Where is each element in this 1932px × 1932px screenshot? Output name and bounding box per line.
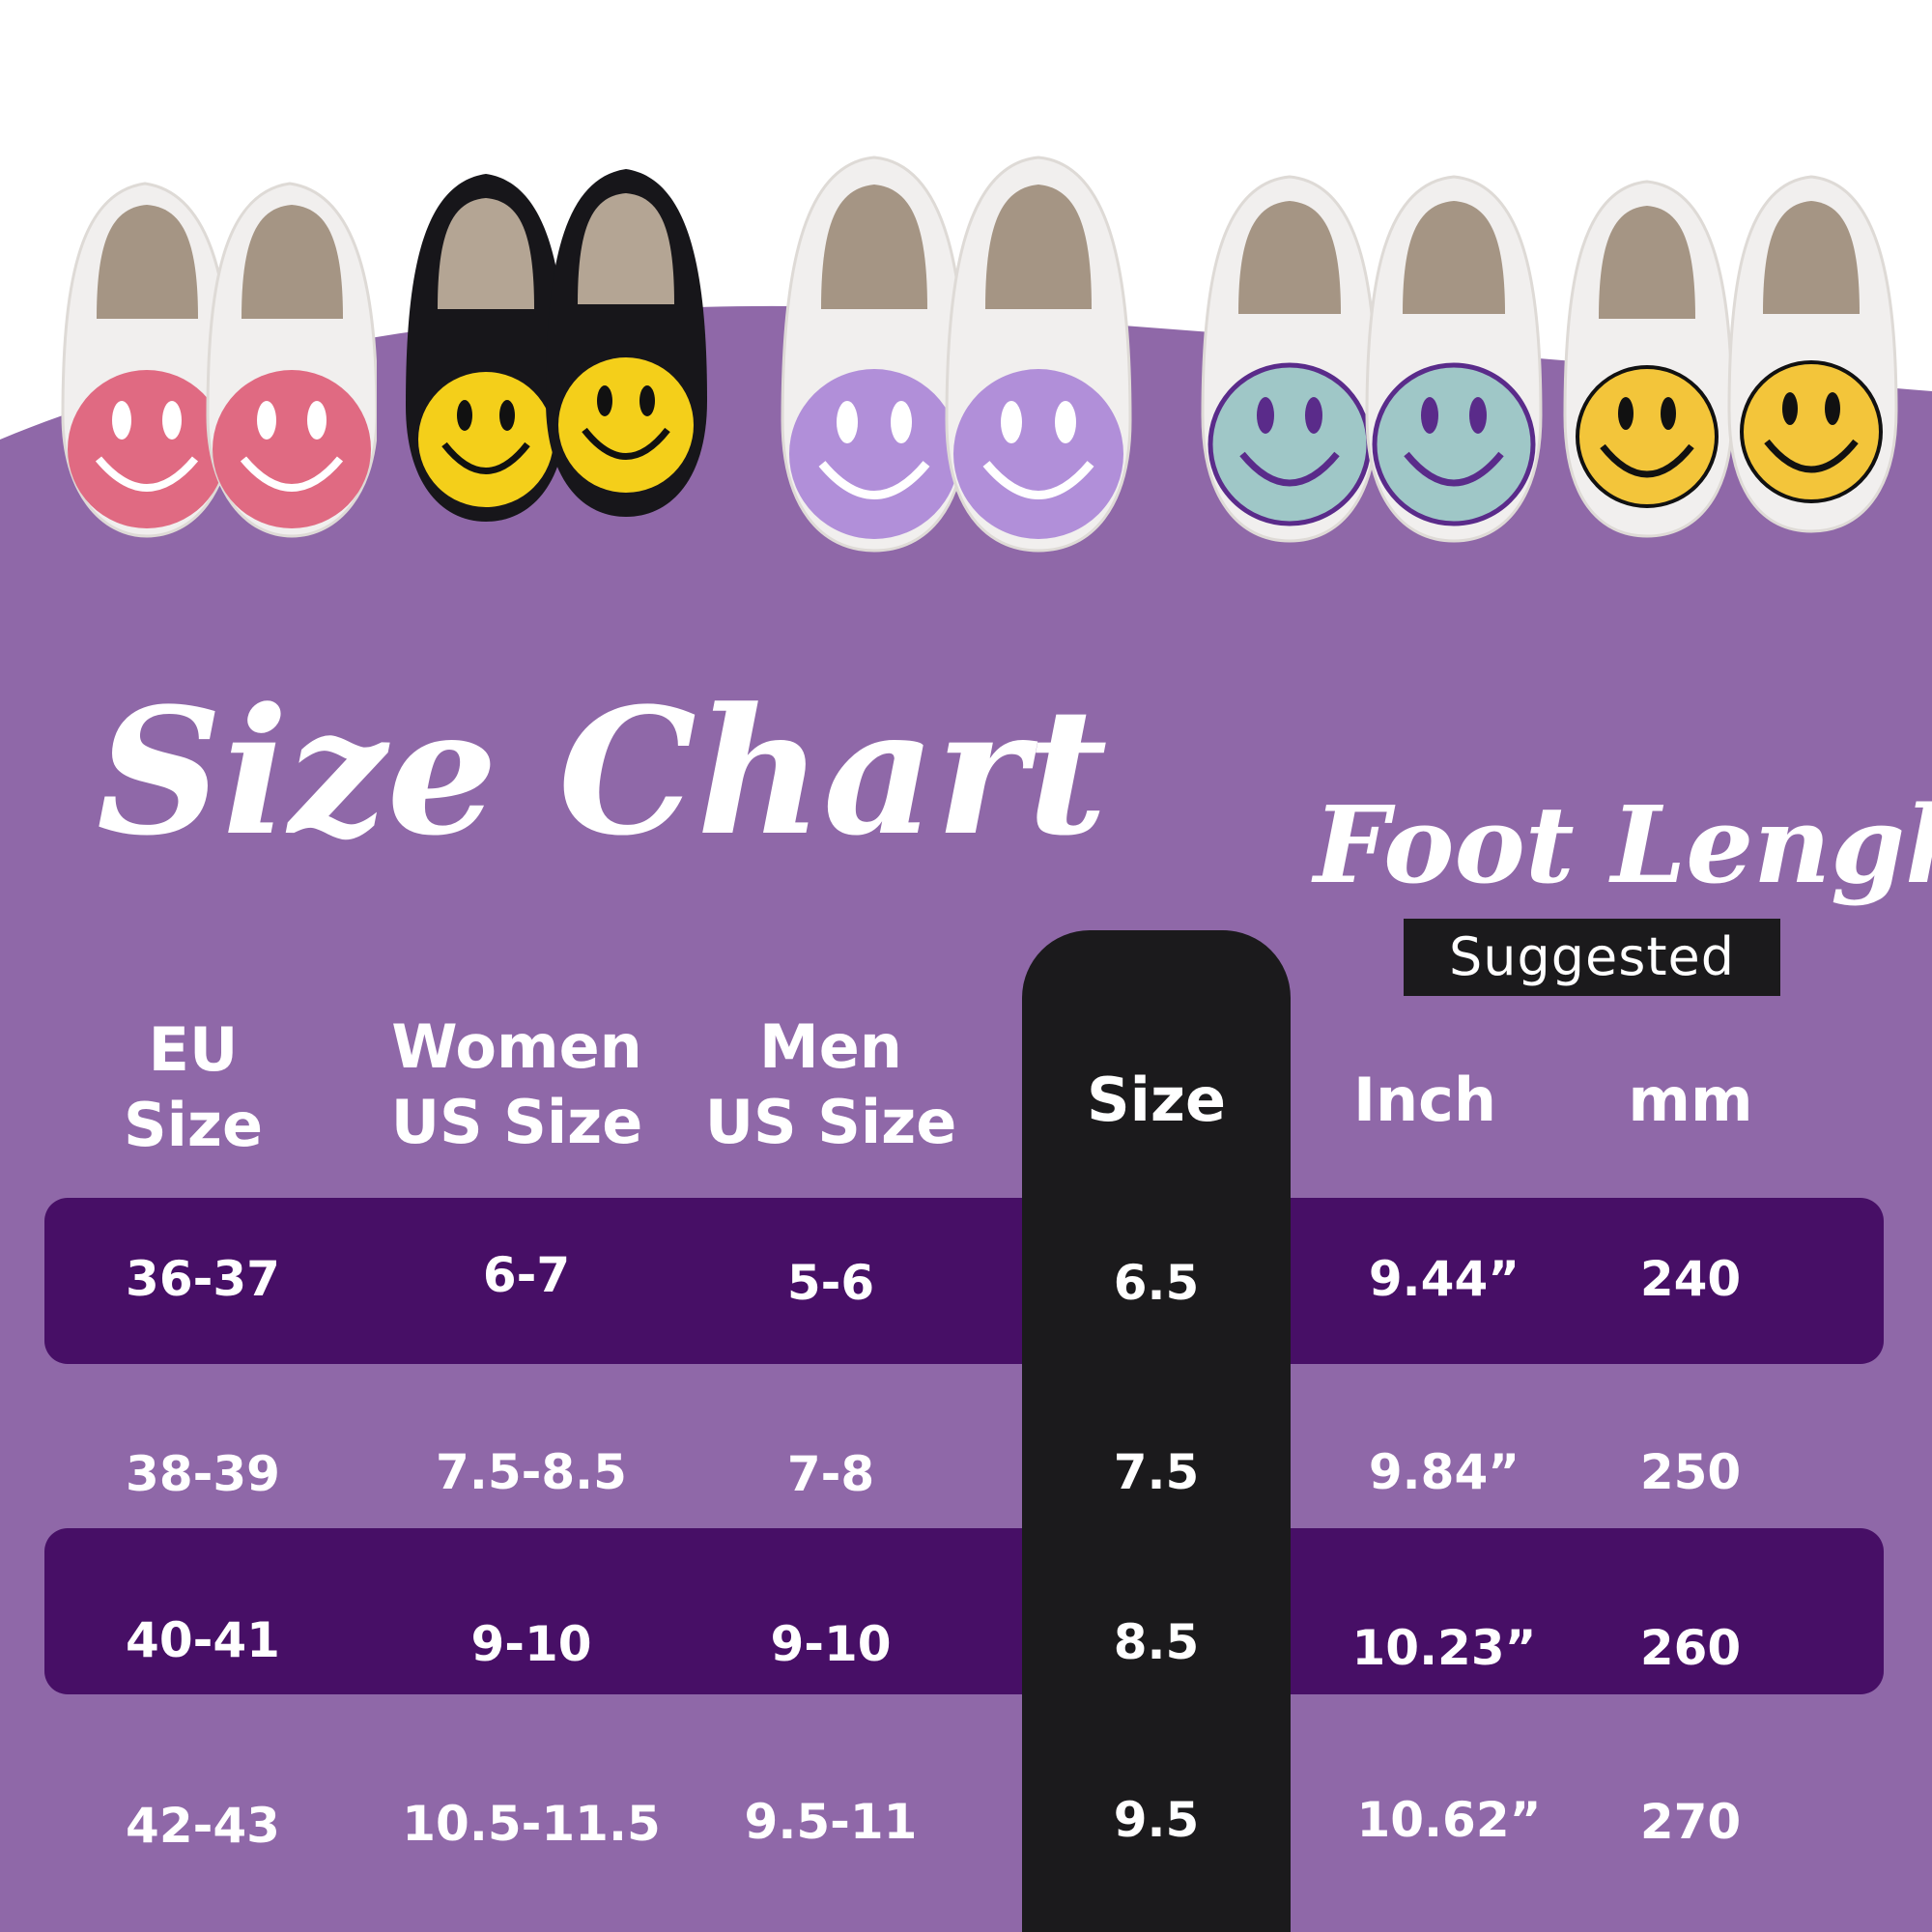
- row-1-eu: 36-37: [126, 1251, 280, 1307]
- slipper-left: [1201, 175, 1378, 543]
- slipper-right: [1727, 175, 1898, 533]
- header-size: Size: [1086, 1065, 1227, 1135]
- header-eu-line1: EU: [148, 1014, 239, 1085]
- row-3-inch: 10.23”: [1351, 1620, 1537, 1676]
- slipper-left: [61, 182, 234, 538]
- pink-smiley-slippers-image: [61, 182, 377, 538]
- suggested-tag: Suggested: [1404, 919, 1780, 996]
- row-1-inch: 9.44”: [1368, 1251, 1520, 1307]
- row-4-women: 10.5-11.5: [402, 1796, 661, 1852]
- row-1-size: 6.5: [1113, 1255, 1200, 1311]
- row-2-eu: 38-39: [126, 1446, 280, 1502]
- slipper-right: [945, 156, 1132, 553]
- header-mm: mm: [1628, 1065, 1753, 1135]
- table-row-band-1: [44, 1198, 1884, 1364]
- row-3-men: 9-10: [770, 1616, 892, 1672]
- header-inch: Inch: [1352, 1065, 1497, 1135]
- header-women-line1: Women: [391, 1011, 642, 1082]
- row-2-inch: 9.84”: [1368, 1444, 1520, 1500]
- header-men-line1: Men: [759, 1011, 902, 1082]
- row-3-size: 8.5: [1113, 1614, 1200, 1670]
- foot-length-title: Foot Lenght: [1314, 782, 1932, 907]
- row-2-men: 7-8: [786, 1446, 875, 1502]
- header-women-us-size: Women US Size: [357, 1009, 676, 1160]
- row-1-mm: 240: [1639, 1251, 1742, 1307]
- row-4-inch: 10.62”: [1356, 1792, 1542, 1848]
- row-3-mm: 260: [1639, 1620, 1742, 1676]
- table-row-band-3: [44, 1528, 1884, 1694]
- yellow-smiley-slippers-image: [1563, 175, 1898, 538]
- row-3-women: 9-10: [470, 1616, 592, 1672]
- row-2-size: 7.5: [1113, 1444, 1200, 1500]
- row-1-men: 5-6: [786, 1255, 875, 1311]
- row-4-mm: 270: [1639, 1794, 1742, 1850]
- slipper-left: [406, 174, 567, 522]
- size-column-highlight: [1022, 930, 1291, 1932]
- slipper-right: [1365, 175, 1543, 543]
- row-4-size: 9.5: [1113, 1792, 1200, 1848]
- row-2-mm: 250: [1639, 1444, 1742, 1500]
- header-eu-size: EU Size: [58, 1012, 328, 1163]
- slipper-right: [546, 169, 707, 517]
- row-2-women: 7.5-8.5: [436, 1444, 627, 1500]
- mint-smiley-slippers-image: [1201, 175, 1543, 543]
- row-4-eu: 42-43: [126, 1798, 280, 1854]
- slipper-left: [781, 156, 968, 553]
- row-1-women: 6-7: [482, 1247, 571, 1303]
- lavender-smiley-slippers-image: [781, 156, 1132, 553]
- header-women-line2: US Size: [390, 1087, 643, 1157]
- black-yellow-smiley-slippers-image: [406, 169, 707, 522]
- slipper-right: [206, 182, 377, 538]
- row-3-eu: 40-41: [126, 1612, 280, 1668]
- header-men-line2: US Size: [704, 1087, 957, 1157]
- row-4-men: 9.5-11: [744, 1794, 918, 1850]
- page-title: Size Chart: [97, 670, 1108, 874]
- header-men-us-size: Men US Size: [681, 1009, 980, 1160]
- header-eu-line2: Size: [123, 1090, 264, 1160]
- slipper-left: [1563, 180, 1734, 538]
